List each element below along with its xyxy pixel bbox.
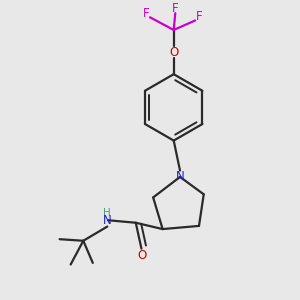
Text: F: F [172, 2, 178, 15]
Text: F: F [143, 7, 149, 20]
Text: N: N [103, 214, 112, 227]
Text: O: O [169, 46, 178, 59]
Text: F: F [196, 10, 202, 23]
Text: N: N [176, 170, 185, 183]
Text: H: H [103, 208, 111, 218]
Text: O: O [138, 249, 147, 262]
